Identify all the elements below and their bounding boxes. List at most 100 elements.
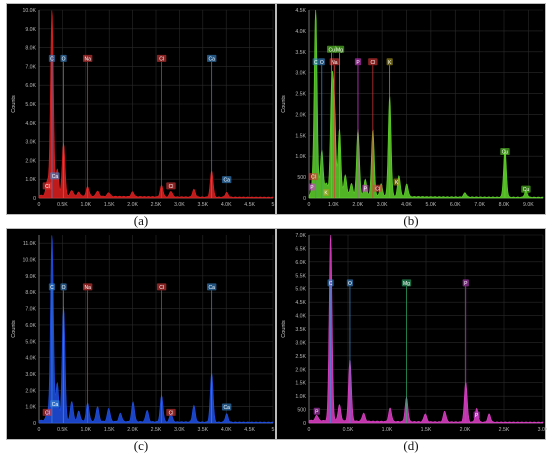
y-tick-label: 4.5K bbox=[295, 8, 306, 14]
y-tick-label: 7.0K bbox=[25, 64, 36, 70]
minor-line-box bbox=[373, 184, 383, 192]
spectrum-svg-c: 0 1.0K 2.0K 3.0K 4.0K 5.0K 6.0K 7.0K 8.0K 9.0K 10.… bbox=[11, 235, 275, 433]
y-tick-label: 1.0K bbox=[25, 405, 36, 411]
spectrum-area bbox=[308, 9, 544, 199]
x-tick-label: 0 bbox=[308, 427, 311, 433]
minor-line-box bbox=[166, 408, 176, 416]
minor-line-label: Cl bbox=[45, 410, 50, 416]
y-tick-label: 0 bbox=[33, 421, 36, 427]
minor-line-box bbox=[313, 407, 320, 415]
element-marker-box bbox=[206, 54, 217, 62]
minor-line-box bbox=[362, 184, 369, 192]
y-tick-label: 4.0K bbox=[25, 121, 36, 127]
minor-line-box bbox=[50, 400, 60, 408]
y-tick-label: 4.0K bbox=[295, 29, 306, 35]
x-tick-label: 2.0K bbox=[352, 202, 363, 208]
element-marker-box bbox=[318, 58, 325, 66]
element-marker-box bbox=[327, 279, 334, 287]
y-tick-label: 2.0K bbox=[295, 112, 306, 118]
element-marker-box bbox=[48, 283, 56, 291]
x-tick-label: 0.5K bbox=[57, 202, 68, 208]
y-tick-label: 500 bbox=[297, 408, 306, 414]
minor-line-label: P bbox=[364, 186, 368, 192]
x-tick-label: 3.0K bbox=[174, 202, 185, 208]
x-tick-label: 1.0K bbox=[328, 202, 339, 208]
element-marker-label: Cl bbox=[370, 60, 375, 66]
x-tick-label: 3.5K bbox=[197, 427, 208, 433]
y-tick-label: 7.0K bbox=[295, 233, 306, 239]
element-marker-label: Na bbox=[84, 285, 91, 291]
y-tick-label: 3.0K bbox=[295, 71, 306, 77]
minor-line-box bbox=[221, 403, 232, 411]
spectrum-panel-b: 0 500 1.0K 1.5K 2.0K 2.5K 3.0K 3.5K 4.0K 4.5K 0 1.0… bbox=[276, 3, 546, 215]
x-tick-label: 0.5K bbox=[57, 427, 68, 433]
x-tick-label: 4.0K bbox=[401, 202, 412, 208]
minor-line-box bbox=[473, 411, 480, 419]
element-marker-box bbox=[401, 279, 412, 287]
x-tick-label: 4.5K bbox=[244, 427, 255, 433]
minor-line-label: Cu bbox=[523, 187, 530, 193]
y-tick-label: 1.5K bbox=[295, 133, 306, 139]
y-tick-label: 9.0K bbox=[25, 274, 36, 280]
y-axis-label: Counts bbox=[11, 95, 17, 113]
spectrum-panel-c: 0 1.0K 2.0K 3.0K 4.0K 5.0K 6.0K 7.0K 8.0K 9.0K 10.… bbox=[6, 228, 276, 440]
spectrum-svg-b: 0 500 1.0K 1.5K 2.0K 2.5K 3.0K 3.5K 4.0K 4.5K 0 1.0… bbox=[281, 8, 544, 208]
minor-line-label: K bbox=[324, 191, 328, 197]
minor-line-label: P bbox=[315, 409, 319, 415]
x-tick-label: 2.0K bbox=[127, 427, 138, 433]
minor-line-box bbox=[50, 172, 60, 180]
y-tick-label: 11.0K bbox=[23, 241, 37, 247]
element-marker-label: Cu bbox=[502, 150, 509, 156]
minor-line-label: P bbox=[475, 413, 479, 419]
element-marker-label: Mg bbox=[403, 281, 410, 287]
y-tick-label: 1.5K bbox=[295, 381, 306, 387]
element-marker-box bbox=[500, 148, 510, 156]
element-marker-label: O bbox=[62, 56, 66, 62]
y-tick-label: 2.5K bbox=[295, 354, 306, 360]
element-marker-box bbox=[346, 279, 354, 287]
minor-line-label: Ca bbox=[223, 178, 230, 184]
x-tick-label: 0 bbox=[38, 427, 41, 433]
x-tick-label: 3.5K bbox=[197, 202, 208, 208]
y-tick-label: 3.0K bbox=[25, 140, 36, 146]
element-marker-label: C bbox=[50, 56, 54, 62]
minor-line-label: Cl bbox=[375, 186, 380, 192]
x-tick-label: 5 bbox=[272, 427, 275, 433]
y-tick-label: 1.0K bbox=[295, 154, 306, 160]
y-tick-label: 500 bbox=[297, 175, 306, 181]
y-tick-label: 4.0K bbox=[295, 314, 306, 320]
x-tick-label: 3.0K bbox=[538, 427, 547, 433]
element-marker-label: C bbox=[50, 285, 54, 291]
minor-line-box bbox=[308, 173, 319, 181]
minor-line-box bbox=[42, 408, 53, 416]
minor-line-label: Cl bbox=[169, 184, 174, 190]
minor-line-label: Cl bbox=[45, 184, 50, 190]
element-marker-label: Cu bbox=[328, 47, 335, 53]
x-tick-label: 6.0K bbox=[450, 202, 461, 208]
x-tick-label: 0 bbox=[38, 202, 41, 208]
x-tick-label: 1.0K bbox=[80, 427, 91, 433]
y-tick-label: 8.0K bbox=[25, 46, 36, 52]
x-tick-label: 2.5K bbox=[151, 202, 162, 208]
x-tick-label: 1.5K bbox=[421, 427, 432, 433]
x-tick-label: 4.0K bbox=[221, 202, 232, 208]
element-marker-label: O bbox=[320, 60, 324, 66]
element-marker-box bbox=[206, 283, 217, 291]
element-marker-label: C bbox=[329, 281, 333, 287]
minor-line-box bbox=[393, 178, 400, 186]
element-marker-label: O bbox=[62, 285, 66, 291]
spectrum-area bbox=[38, 10, 274, 199]
x-tick-label: 5 bbox=[272, 202, 275, 208]
x-tick-label: 2.5K bbox=[499, 427, 510, 433]
y-tick-label: 6.5K bbox=[295, 246, 306, 252]
element-marker-label: Cl bbox=[159, 56, 164, 62]
y-tick-label: 8.0K bbox=[25, 290, 36, 296]
minor-line-box bbox=[521, 185, 531, 193]
element-marker-label: P bbox=[356, 60, 360, 66]
x-tick-label: 0.5K bbox=[343, 427, 354, 433]
x-tick-label: 1.0K bbox=[382, 427, 393, 433]
minor-line-box bbox=[221, 176, 232, 184]
element-marker-label: Mg bbox=[336, 47, 343, 53]
y-tick-label: 4.5K bbox=[295, 300, 306, 306]
spectrum-svg-d: 0 500 1.0K 1.5K 2.0K 2.5K 3.0K 3.5K 4.0K 4.5K 5.0K… bbox=[281, 233, 547, 433]
